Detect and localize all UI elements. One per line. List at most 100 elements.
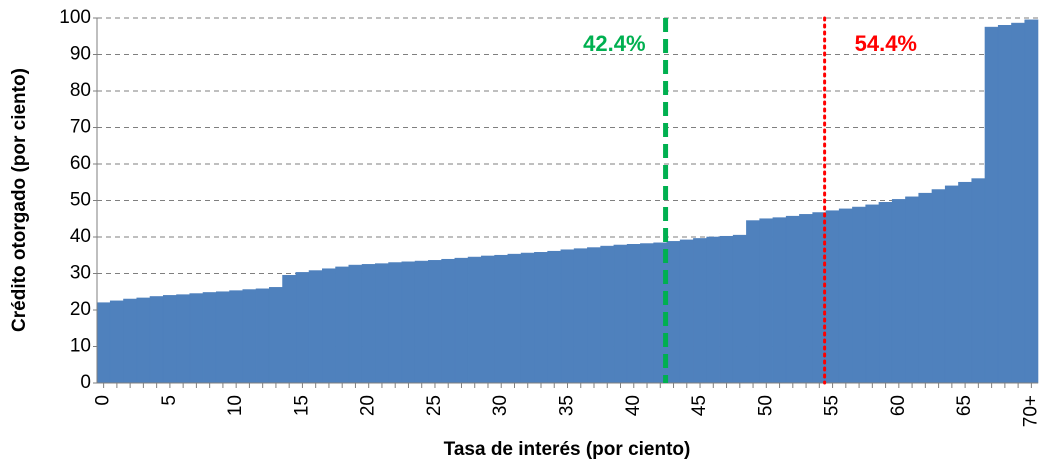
bar xyxy=(679,239,694,384)
bar xyxy=(891,199,906,384)
x-tick-label: 45 xyxy=(689,395,710,416)
bar xyxy=(255,288,270,384)
bar xyxy=(746,220,760,384)
bar xyxy=(825,210,840,384)
bar xyxy=(282,275,297,384)
bar xyxy=(997,24,1012,384)
bar xyxy=(693,238,707,384)
bar xyxy=(441,258,456,384)
x-tick-label: 5 xyxy=(159,395,180,406)
y-tick-label: 30 xyxy=(70,263,91,284)
bar xyxy=(388,262,403,384)
x-tick-label: 55 xyxy=(822,395,843,416)
bar xyxy=(268,287,283,384)
bar xyxy=(1024,19,1039,384)
bar xyxy=(481,255,495,384)
bar xyxy=(242,289,257,384)
bar xyxy=(560,249,575,384)
x-tick-label: 15 xyxy=(291,395,312,416)
bar xyxy=(640,243,654,384)
bar xyxy=(905,196,920,384)
y-tick-label: 40 xyxy=(70,226,91,247)
x-tick-label: 70+ xyxy=(1020,395,1041,427)
y-tick-label: 90 xyxy=(70,44,91,65)
bar xyxy=(149,296,164,384)
y-tick-label: 100 xyxy=(59,7,91,28)
y-tick-label: 70 xyxy=(70,117,91,138)
bar xyxy=(732,234,747,384)
bar xyxy=(322,268,336,384)
bar xyxy=(401,261,416,384)
y-axis-title: Crédito otorgado (por ciento) xyxy=(9,68,30,332)
bar xyxy=(666,241,681,384)
bar xyxy=(613,244,628,384)
y-tick-label: 50 xyxy=(70,190,91,211)
bar xyxy=(838,208,853,384)
bar xyxy=(428,260,442,384)
bar xyxy=(772,217,787,384)
bar xyxy=(96,302,111,384)
bar xyxy=(944,185,959,384)
bar xyxy=(534,252,548,384)
bar xyxy=(958,181,973,384)
x-tick-label: 20 xyxy=(358,395,379,416)
y-tick-label: 10 xyxy=(70,336,91,357)
bar xyxy=(202,292,217,384)
bar xyxy=(375,263,389,384)
bar xyxy=(852,206,867,384)
reference-label: 42.4% xyxy=(583,31,645,56)
bar xyxy=(547,250,562,384)
bar xyxy=(587,247,601,384)
x-tick-label: 35 xyxy=(557,395,578,416)
bar xyxy=(865,204,880,384)
bar xyxy=(785,215,800,384)
x-tick-label: 65 xyxy=(954,395,975,416)
bar xyxy=(507,253,522,384)
bar xyxy=(984,26,999,384)
bar xyxy=(123,298,138,384)
bar xyxy=(335,266,350,384)
bar xyxy=(414,260,429,384)
bar xyxy=(759,218,774,384)
bar xyxy=(719,235,734,384)
bar xyxy=(348,264,363,384)
x-axis-title: Tasa de interés (por ciento) xyxy=(444,439,691,460)
y-tick-label: 20 xyxy=(70,299,91,320)
bar xyxy=(454,257,469,384)
bar xyxy=(215,291,230,384)
bar xyxy=(189,293,204,384)
bar xyxy=(295,272,310,384)
bar xyxy=(600,245,615,384)
y-tick-label: 60 xyxy=(70,153,91,174)
x-tick-label: 10 xyxy=(225,395,246,416)
y-tick-label: 0 xyxy=(80,372,91,393)
x-tick-label: 60 xyxy=(888,395,909,416)
bar xyxy=(626,244,641,384)
bar xyxy=(361,264,376,384)
bar xyxy=(520,252,535,384)
bar xyxy=(308,270,323,384)
x-tick-label: 40 xyxy=(623,395,644,416)
x-tick-label: 30 xyxy=(490,395,511,416)
x-tick-label: 0 xyxy=(93,395,114,406)
bar xyxy=(931,189,946,384)
bar xyxy=(467,256,482,384)
bar xyxy=(109,300,124,384)
x-tick-label: 50 xyxy=(755,395,776,416)
bar xyxy=(971,178,986,384)
bar xyxy=(136,297,151,384)
bar xyxy=(176,294,191,384)
x-tick-label: 25 xyxy=(424,395,445,416)
bar xyxy=(799,214,813,384)
bar xyxy=(706,236,721,384)
bar xyxy=(918,192,933,384)
reference-label: 54.4% xyxy=(855,31,917,56)
bar xyxy=(494,254,509,384)
bar xyxy=(1011,22,1026,384)
bar xyxy=(229,290,244,384)
y-tick-label: 80 xyxy=(70,80,91,101)
bar xyxy=(878,202,893,384)
bar xyxy=(573,248,588,384)
bar xyxy=(162,295,177,384)
